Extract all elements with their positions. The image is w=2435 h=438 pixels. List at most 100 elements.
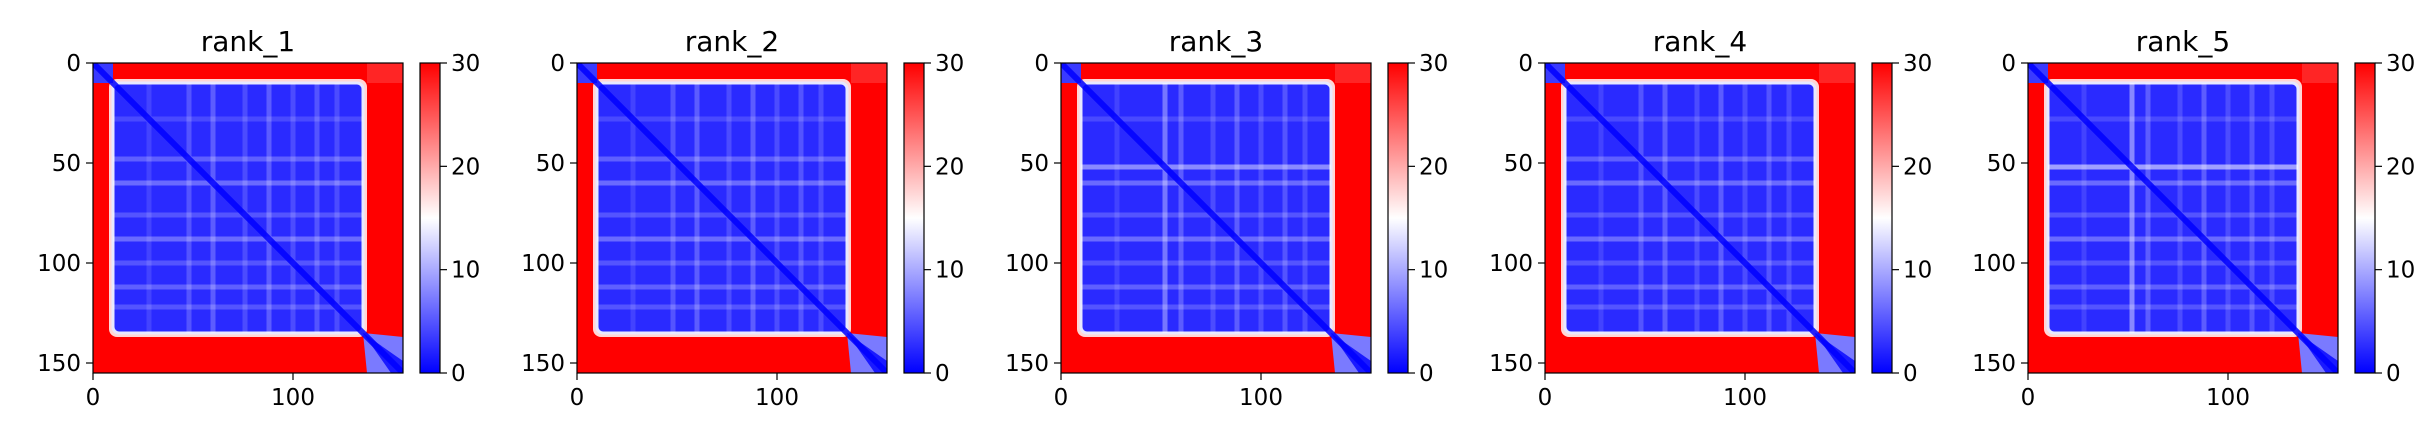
stripe-v-88 xyxy=(266,83,272,333)
stripe-v-112 xyxy=(314,83,320,333)
stripe-v-122 xyxy=(1786,83,1792,333)
colorbar-gradient xyxy=(2354,62,2376,374)
colorbar-tick-label: 10 xyxy=(1419,258,1448,284)
stripe-v-76 xyxy=(1694,83,1700,333)
stripe-v-28 xyxy=(1114,83,1120,333)
stripe-v-28 xyxy=(630,83,636,333)
panel-title: rank_1 xyxy=(201,25,295,58)
colorbar-tick-label: 10 xyxy=(935,258,964,284)
domain-border xyxy=(111,81,365,335)
stripe-h-76 xyxy=(597,212,847,218)
stripe-h-48 xyxy=(1565,156,1815,162)
y-tick-label: 150 xyxy=(1972,351,2016,377)
y-tick-label: 0 xyxy=(550,51,565,77)
diagonal xyxy=(1061,63,1371,373)
stripe-h-52 xyxy=(2048,164,2298,170)
x-tick-label: 0 xyxy=(1054,385,1069,411)
axes-frame xyxy=(92,62,404,374)
stripe-h-48 xyxy=(113,156,363,162)
stripe-h-28 xyxy=(1565,116,1815,122)
heatmap-edge-tint xyxy=(851,63,887,83)
heatmap-edge-tint xyxy=(1819,63,1855,83)
stripe-h-28 xyxy=(113,116,363,122)
stripe-v-100 xyxy=(2225,83,2231,333)
x-tick-label: 0 xyxy=(2021,385,2036,411)
domain-border xyxy=(1079,81,1333,335)
stripe-h-60 xyxy=(113,180,363,186)
stripe-v-28 xyxy=(1598,83,1604,333)
panel-title: rank_3 xyxy=(1169,25,1263,58)
stripe-v-52 xyxy=(2129,83,2135,333)
axes-frame xyxy=(2027,62,2339,374)
stripe-v-122 xyxy=(818,83,824,333)
axes-frame xyxy=(1544,62,1856,374)
stripe-h-100 xyxy=(597,260,847,266)
colorbar-tick-label: 10 xyxy=(2386,258,2415,284)
stripe-v-48 xyxy=(186,83,192,333)
heatmap-image xyxy=(577,63,887,373)
colorbar-tick-label: 30 xyxy=(2386,51,2415,77)
colorbar-tick-label: 20 xyxy=(1419,154,1448,180)
stripe-h-122 xyxy=(2048,304,2298,310)
colorbar: 0 10 20 30 xyxy=(903,51,964,387)
colorbar-tick-label: 30 xyxy=(935,51,964,77)
colorbar-tick-label: 0 xyxy=(451,361,466,387)
stripe-v-112 xyxy=(2249,83,2255,333)
stripe-h-122 xyxy=(1565,304,1815,310)
x-tick-label: 100 xyxy=(755,385,799,411)
colorbar-tick-label: 30 xyxy=(451,51,480,77)
stripe-v-122 xyxy=(334,83,340,333)
stripe-v-88 xyxy=(750,83,756,333)
domain-border xyxy=(1563,81,1817,335)
stripe-h-48 xyxy=(597,156,847,162)
x-tick-label: 100 xyxy=(2206,385,2250,411)
stripe-v-60 xyxy=(1178,83,1184,333)
colorbar-gradient xyxy=(903,62,925,374)
stripe-h-28 xyxy=(597,116,847,122)
stripe-v-60 xyxy=(1662,83,1668,333)
axes-frame xyxy=(576,62,888,374)
domain-border xyxy=(2046,81,2300,335)
panel-title: rank_5 xyxy=(2136,25,2230,58)
diagonal xyxy=(1545,63,1855,373)
y-tick-label: 50 xyxy=(52,151,81,177)
stripe-h-112 xyxy=(597,284,847,290)
stripe-v-76 xyxy=(242,83,248,333)
stripe-h-28 xyxy=(1081,116,1331,122)
y-tick-label: 150 xyxy=(37,351,81,377)
stripe-h-122 xyxy=(1081,304,1331,310)
y-tick-label: 100 xyxy=(1005,251,1049,277)
stripe-h-88 xyxy=(597,236,847,242)
stripe-h-122 xyxy=(597,304,847,310)
axes-frame xyxy=(1060,62,1372,374)
stripe-v-28 xyxy=(146,83,152,333)
stripe-h-60 xyxy=(2048,180,2298,186)
y-tick-label: 50 xyxy=(1020,151,1049,177)
colorbar-tick-label: 30 xyxy=(1903,51,1932,77)
colorbar-tick-label: 10 xyxy=(1903,258,1932,284)
stripe-v-88 xyxy=(1234,83,1240,333)
x-tick-label: 0 xyxy=(86,385,101,411)
heatmap-edge-tint xyxy=(2302,63,2338,83)
colorbar-tick-label: 0 xyxy=(935,361,950,387)
stripe-v-112 xyxy=(1766,83,1772,333)
stripe-h-88 xyxy=(1081,236,1331,242)
stripe-h-88 xyxy=(2048,236,2298,242)
stripe-h-100 xyxy=(2048,260,2298,266)
x-tick-label: 100 xyxy=(1723,385,1767,411)
x-tick-label: 0 xyxy=(570,385,585,411)
stripe-h-112 xyxy=(113,284,363,290)
diagonal xyxy=(577,63,887,373)
domain-border xyxy=(595,81,849,335)
stripe-v-88 xyxy=(2201,83,2207,333)
colorbar-gradient xyxy=(1387,62,1409,374)
stripe-v-60 xyxy=(694,83,700,333)
stripe-v-60 xyxy=(2145,83,2151,333)
y-tick-label: 0 xyxy=(1034,51,1049,77)
stripe-h-76 xyxy=(1565,212,1815,218)
